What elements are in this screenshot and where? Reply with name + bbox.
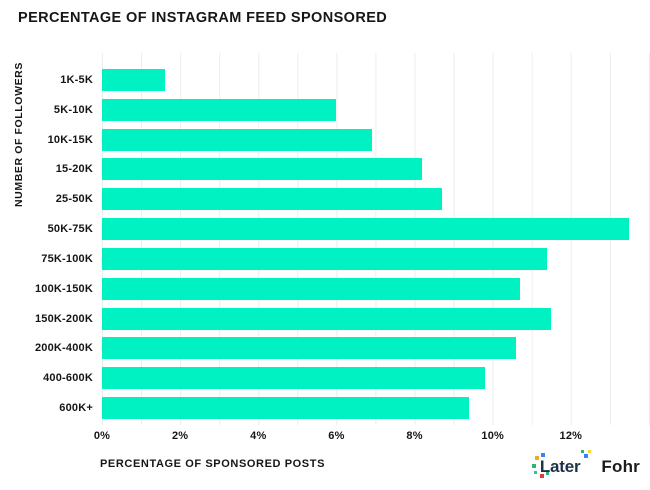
bar <box>102 128 372 151</box>
x-axis-title: PERCENTAGE OF SPONSORED POSTS <box>100 458 326 470</box>
footer-logos: Later Fohr <box>531 450 640 478</box>
x-tick-label: 2% <box>171 430 189 442</box>
x-tick-label: 4% <box>250 430 267 442</box>
bars-container: 1K-5K 5K-10K 10K-15K 15-20K 25-50K 50K-7… <box>35 65 649 423</box>
category-label: 10K-15K <box>47 133 93 146</box>
later-logo: Later <box>531 450 592 478</box>
category-label: 400-600K <box>43 372 93 385</box>
logo-pixel-dot-icon <box>531 464 536 468</box>
bar-row: 200K-400K <box>35 333 649 363</box>
y-axis-title: NUMBER OF FOLLOWERS <box>13 62 25 207</box>
category-label: 75K-100K <box>41 252 93 265</box>
bar-row: 600K+ <box>59 393 649 423</box>
bar-row: 15-20K <box>56 154 649 184</box>
logo-pixel-dot-icon <box>534 456 539 460</box>
category-label: 200K-400K <box>34 342 93 355</box>
bar-row: 1K-5K <box>60 65 649 95</box>
plot-area: 1K-5K 5K-10K 10K-15K 15-20K 25-50K 50K-7… <box>35 53 650 425</box>
bar-row: 75K-100K <box>41 244 649 274</box>
bar-row: 10K-15K <box>48 125 649 155</box>
logo-pixel-dot-icon <box>588 450 592 453</box>
bar <box>102 277 521 300</box>
bar-row: 50K-75K <box>48 214 649 244</box>
category-label: 1K-5K <box>60 73 93 86</box>
x-tick-label: 8% <box>406 430 423 442</box>
category-label: 15-20K <box>55 163 93 176</box>
logo-pixel-dot-icon <box>584 454 589 458</box>
bar <box>102 158 423 181</box>
bar-row: 100K-150K <box>35 274 649 304</box>
bar <box>102 68 165 91</box>
logo-pixel-dot-icon <box>533 471 537 474</box>
logo-pixel-dot-icon <box>540 453 545 457</box>
later-logo-text: Later <box>539 457 581 476</box>
bar <box>102 307 552 330</box>
x-tick-label: 6% <box>328 430 345 442</box>
chart-title: PERCENTAGE OF INSTAGRAM FEED SPONSORED <box>18 10 388 26</box>
bar <box>102 247 548 270</box>
bar-row: 150K-200K <box>35 304 649 334</box>
bar <box>102 367 485 390</box>
fohr-logo: Fohr <box>601 457 640 476</box>
bar <box>102 218 630 241</box>
category-label: 100K-150K <box>34 282 93 295</box>
logo-pixel-dot-icon <box>545 472 549 475</box>
x-tick-label: 12% <box>559 430 583 442</box>
category-label: 150K-200K <box>34 312 93 325</box>
bar <box>102 337 517 360</box>
category-label: 5K-10K <box>53 103 93 116</box>
category-label: 600K+ <box>59 402 93 415</box>
logo-pixel-dot-icon <box>581 450 585 453</box>
bar-row: 5K-10K <box>54 95 649 125</box>
logo-pixel-dot-icon <box>539 474 544 478</box>
x-tick-label: 10% <box>481 430 505 442</box>
x-tick-label: 0% <box>93 430 111 442</box>
category-label: 50K-75K <box>47 223 93 236</box>
x-axis-ticks: 0% 2% 4% 6% 8% 10% 12% <box>94 430 649 444</box>
bar-row: 400-600K <box>43 363 649 393</box>
category-label: 25-50K <box>55 193 93 206</box>
bar <box>102 98 337 121</box>
bar <box>102 397 470 420</box>
bar-row: 25-50K <box>56 184 649 214</box>
bar <box>102 188 442 211</box>
